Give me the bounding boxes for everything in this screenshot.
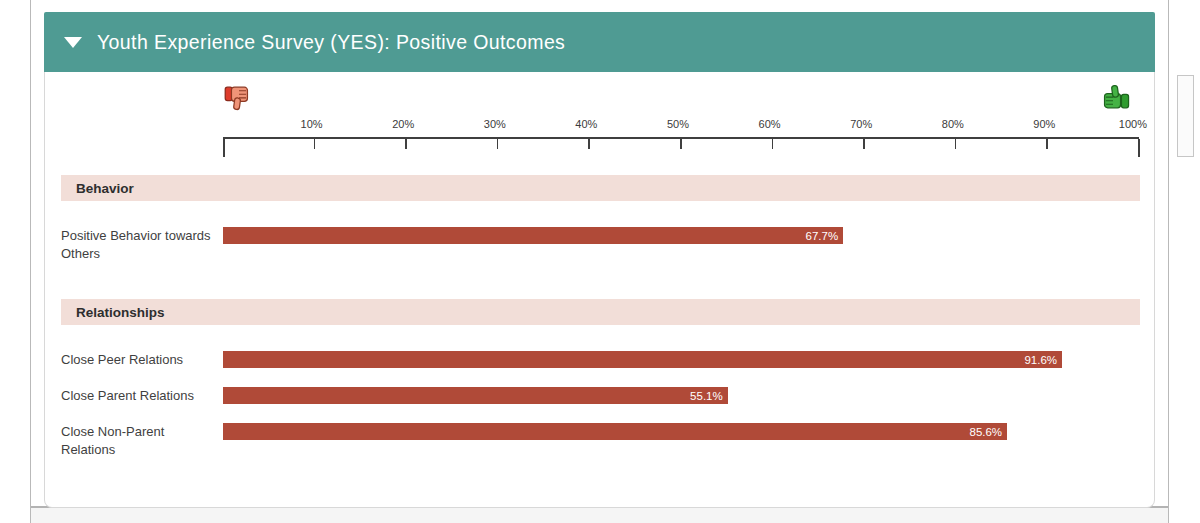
thumbs-down-icon [219,82,251,112]
axis-end-tick [223,139,225,157]
axis-tick-label: 90% [1033,118,1055,130]
page-right-border [1168,0,1169,523]
section-title: Behavior [76,181,134,196]
bar-value-label: 55.1% [690,390,728,402]
section-header-relationships: Relationships [61,299,1140,325]
bar-close-peer-relations[interactable]: 91.6% [223,351,1062,368]
bar-row-label: Close Non-Parent Relations [61,423,221,459]
page-bottom-strip [31,506,1168,523]
axis-tick-label: 80% [942,118,964,130]
axis-tick [588,139,590,149]
axis-tick [680,139,682,149]
axis-tick [863,139,865,149]
axis-tick [314,139,316,149]
axis-tick-label: 100% [1119,118,1147,130]
axis-tick-label: 70% [850,118,872,130]
page-left-border [30,0,31,523]
axis-tick-label: 30% [484,118,506,130]
panel-header[interactable]: Youth Experience Survey (YES): Positive … [44,12,1155,72]
axis-tick [955,139,957,149]
vertical-scrollbar-thumb[interactable] [1177,75,1194,157]
bar-row-label: Close Peer Relations [61,351,221,369]
bar-row-label: Close Parent Relations [61,387,221,405]
axis-tick-label: 60% [759,118,781,130]
bar-track: 85.6% [223,423,1139,440]
axis-tick-labels: 10%20%30%40%50%60%70%80%90%100% [223,118,1139,133]
collapse-triangle-icon[interactable] [64,37,82,48]
axis-tick-label: 40% [575,118,597,130]
bar-track: 91.6% [223,351,1139,368]
bar-value-label: 67.7% [806,230,844,242]
bar-close-parent-relations[interactable]: 55.1% [223,387,728,404]
bar-track: 55.1% [223,387,1139,404]
axis-ruler: 10%20%30%40%50%60%70%80%90%100% [223,118,1139,158]
axis-tick-label: 50% [667,118,689,130]
axis-line [223,137,1139,139]
axis-tick [497,139,499,149]
bar-row-label: Positive Behavior towards Others [61,227,221,263]
axis-tick [1046,139,1048,149]
page: Youth Experience Survey (YES): Positive … [0,0,1200,523]
bar-positive-behavior[interactable]: 67.7% [223,227,843,244]
bar-value-label: 85.6% [969,426,1007,438]
axis-tick-label: 10% [301,118,323,130]
thumbs-up-icon [1101,83,1133,113]
axis-tick [405,139,407,149]
section-header-behavior: Behavior [61,175,1140,201]
axis-tick [772,139,774,149]
section-title: Relationships [76,305,165,320]
panel-title: Youth Experience Survey (YES): Positive … [97,31,565,54]
axis-tick-label: 20% [392,118,414,130]
bar-value-label: 91.6% [1024,354,1062,366]
bar-close-non-parent-relations[interactable]: 85.6% [223,423,1007,440]
axis-tick [1138,139,1140,157]
bar-track: 67.7% [223,227,1139,244]
chart-card: 10% 20% 30% 40% 50% 60% 70% 80% 90% 100% Behavior… [44,72,1155,508]
